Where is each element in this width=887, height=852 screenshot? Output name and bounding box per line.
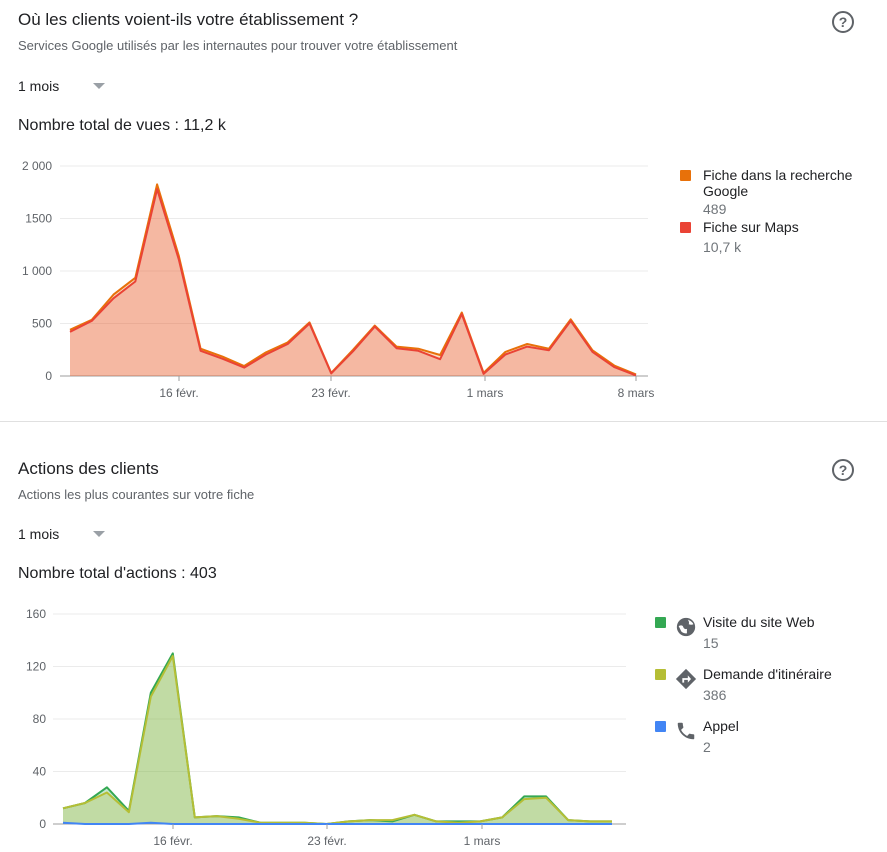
views-card: Où les clients voient-ils votre établiss… <box>0 0 887 421</box>
directions-icon <box>675 668 697 690</box>
x-tick-label: 23 févr. <box>307 834 346 848</box>
legend-label: Appel <box>703 718 739 734</box>
y-tick-label: 1500 <box>25 212 52 226</box>
series-area <box>63 656 612 824</box>
chevron-down-icon <box>93 531 105 537</box>
period-dropdown[interactable]: 1 mois <box>18 76 118 96</box>
x-tick-label: 8 mars <box>618 386 655 400</box>
globe-icon <box>676 617 696 637</box>
views-chart: 0 500 1 000 1500 2 000 16 févr. 23 févr. 1 mars… <box>22 159 655 400</box>
x-tick-label: 23 févr. <box>311 386 350 400</box>
legend-swatch <box>680 170 691 181</box>
period-dropdown-label: 1 mois <box>18 78 60 94</box>
series-line <box>62 821 612 825</box>
actions-card-title: Actions des clients <box>18 459 159 478</box>
x-tick-label: 1 mars <box>467 386 504 400</box>
period-dropdown[interactable]: 1 mois <box>18 524 118 544</box>
legend-label: Fiche dans la recherche Google <box>703 167 853 199</box>
views-card-subtitle: Services Google utilisés par les interna… <box>18 38 458 53</box>
section-divider <box>0 421 887 422</box>
legend-label: Demande d'itinéraire <box>703 666 832 682</box>
series-line <box>69 188 637 377</box>
y-tick-label: 0 <box>45 369 52 383</box>
help-icon[interactable]: ? <box>832 11 854 33</box>
legend-swatch <box>655 721 666 732</box>
y-tick-label: 500 <box>32 317 52 331</box>
phone-icon <box>677 722 695 740</box>
total-actions: Nombre total d'actions : 403 <box>18 565 217 582</box>
actions-chart: 0 40 80 120 160 16 févr. 23 févr. 1 mars <box>26 607 626 848</box>
y-tick-label: 1 000 <box>22 264 52 278</box>
series-area <box>63 653 612 824</box>
actions-card-subtitle: Actions les plus courantes sur votre fic… <box>18 487 255 502</box>
series-line <box>62 655 612 825</box>
y-tick-label: 2 000 <box>22 159 52 173</box>
x-tick-label: 16 févr. <box>159 386 198 400</box>
y-tick-label: 0 <box>39 817 46 831</box>
legend-label: Fiche sur Maps <box>703 219 799 235</box>
legend-value: 386 <box>703 687 727 703</box>
legend-value: 2 <box>703 739 711 755</box>
y-tick-label: 160 <box>26 607 46 621</box>
views-card-title: Où les clients voient-ils votre établiss… <box>18 10 359 29</box>
total-views: Nombre total de vues : 11,2 k <box>18 117 226 134</box>
help-icon[interactable]: ? <box>832 459 854 481</box>
y-tick-label: 40 <box>33 765 47 779</box>
y-tick-label: 80 <box>33 712 47 726</box>
legend-value: 10,7 k <box>703 239 742 255</box>
legend-value: 15 <box>703 635 719 651</box>
legend-swatch <box>655 669 666 680</box>
actions-card: Actions des clients Actions les plus cou… <box>0 432 887 852</box>
chevron-down-icon <box>93 83 105 89</box>
period-dropdown-label: 1 mois <box>18 526 60 542</box>
legend-label: Visite du site Web <box>703 614 815 630</box>
legend-swatch <box>655 617 666 628</box>
x-tick-label: 1 mars <box>464 834 501 848</box>
x-tick-label: 16 févr. <box>153 834 192 848</box>
legend-value: 489 <box>703 201 727 217</box>
series-area <box>70 189 636 376</box>
legend-swatch <box>680 222 691 233</box>
y-tick-label: 120 <box>26 660 46 674</box>
